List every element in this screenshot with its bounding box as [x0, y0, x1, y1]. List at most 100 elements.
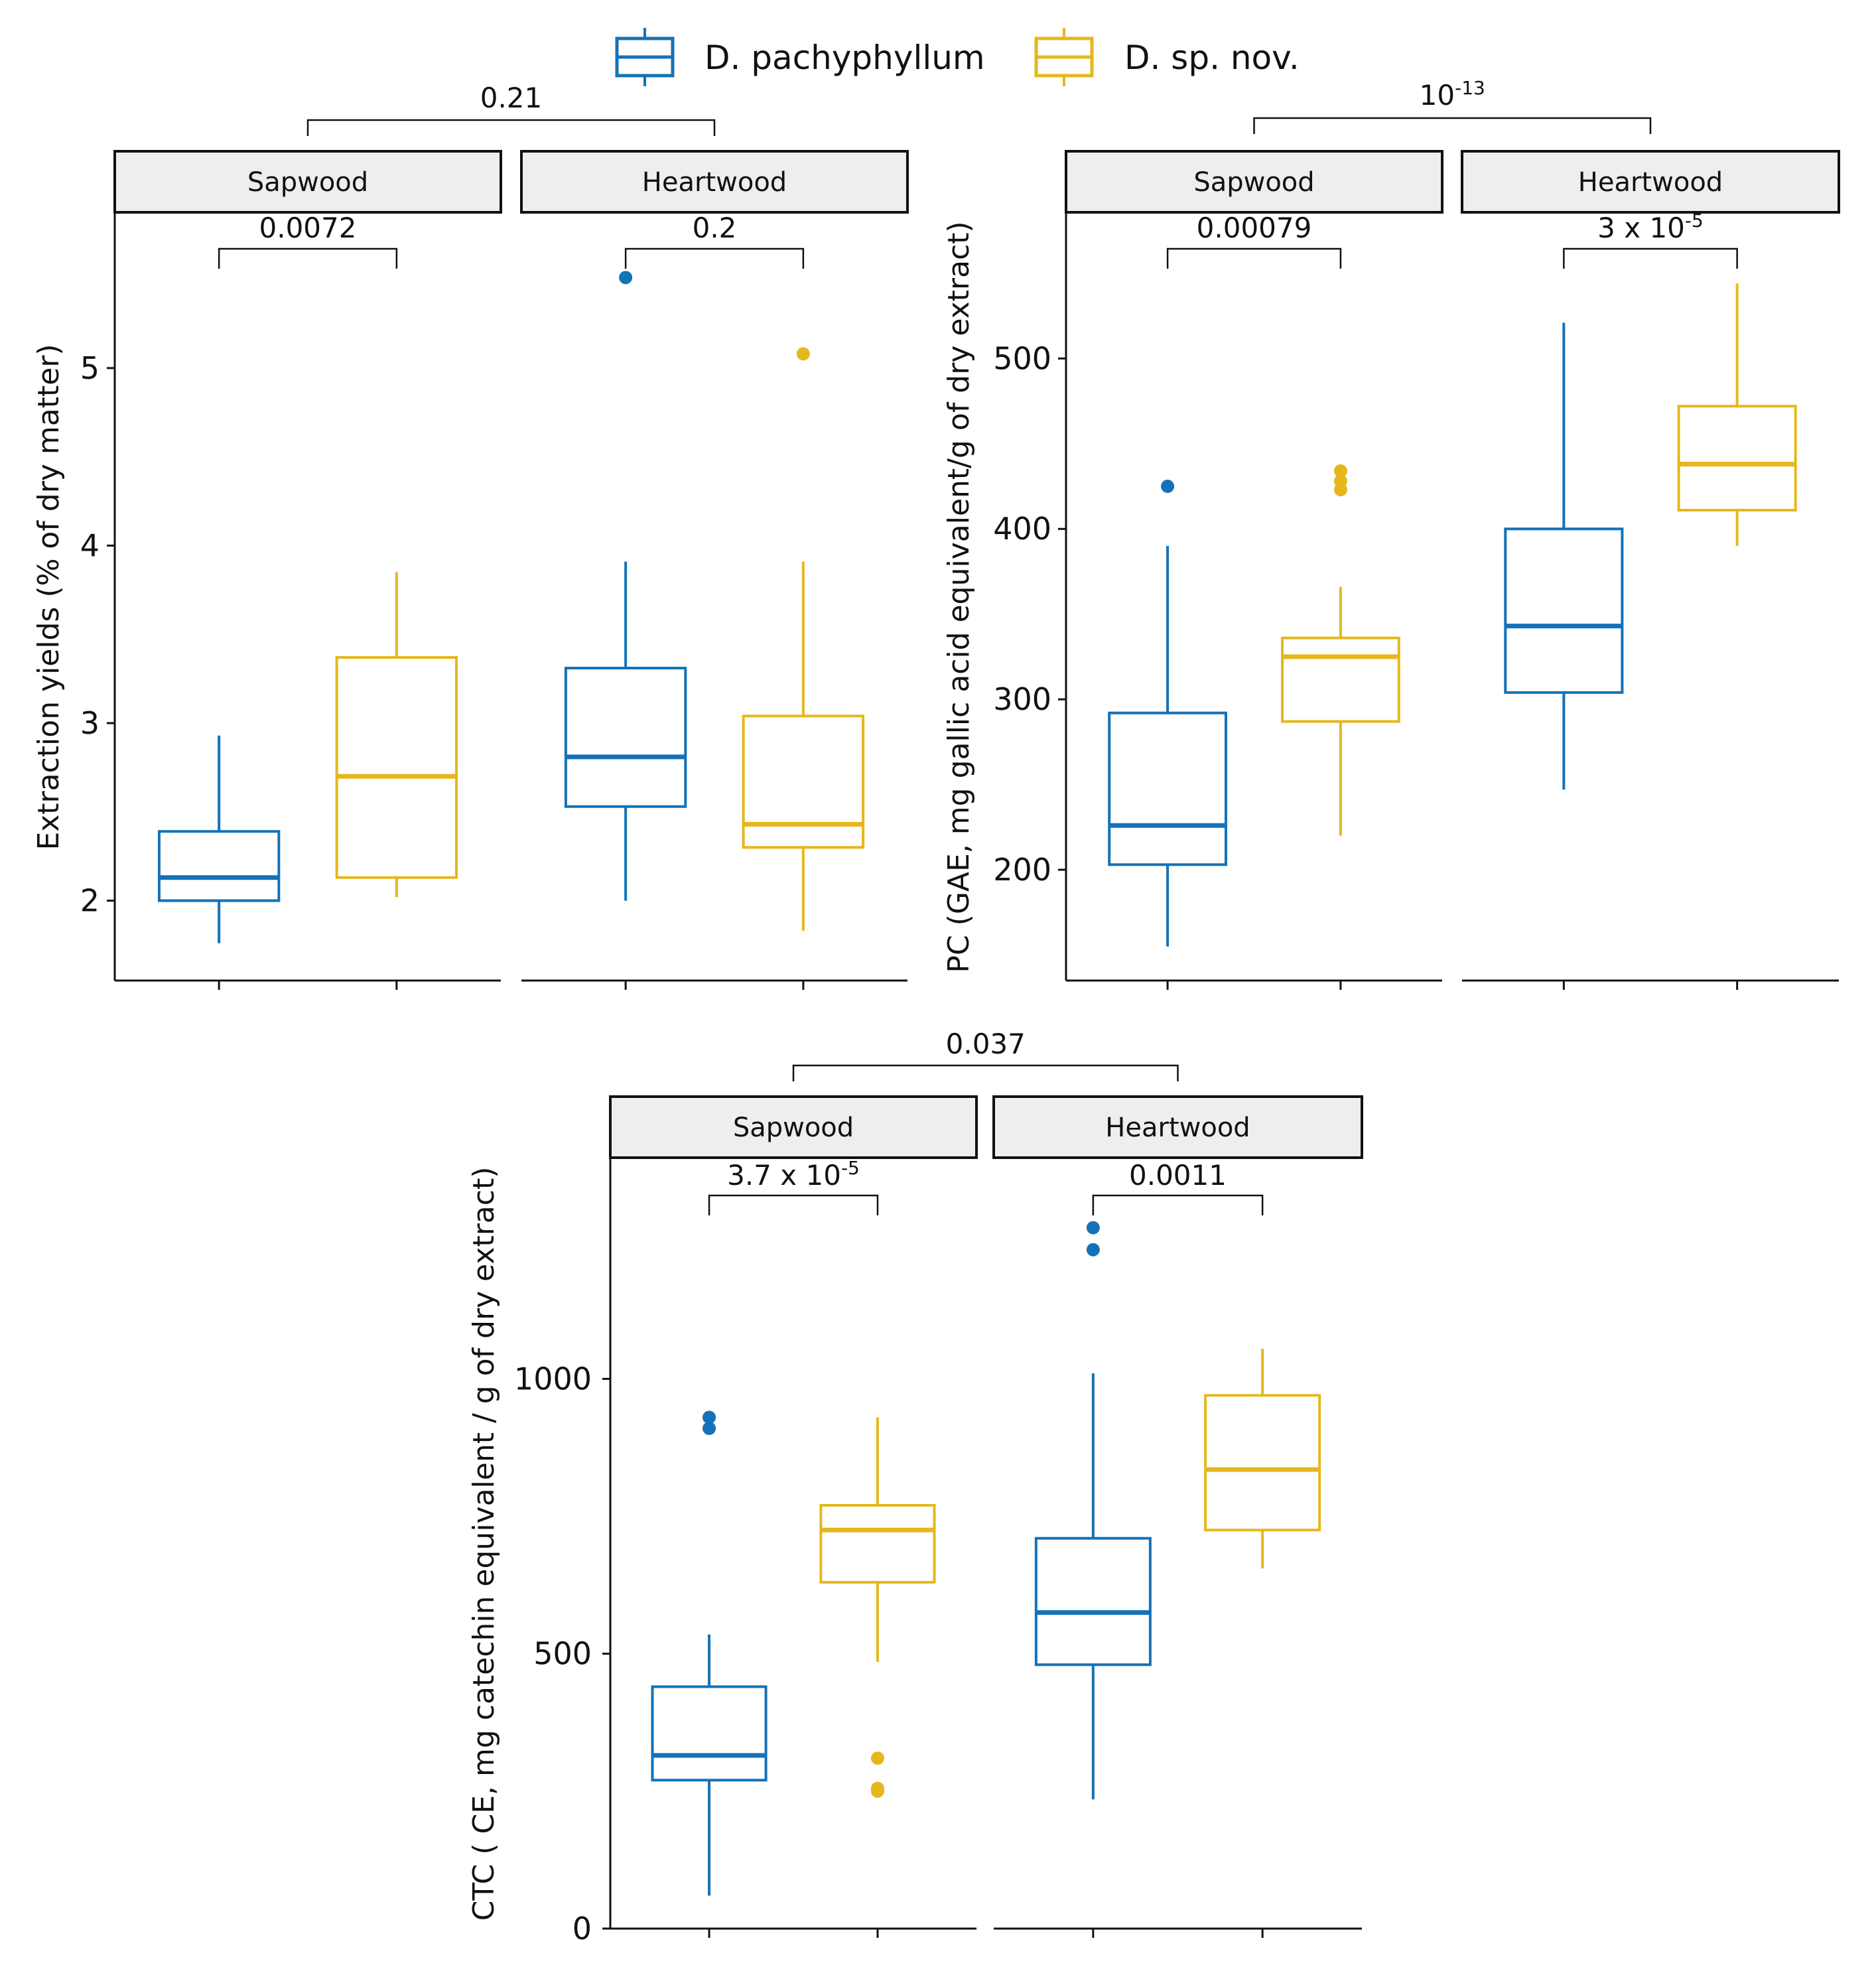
facet-sapwood: Sapwood 3.7 x 10-5: [609, 1095, 978, 1938]
iqr-box: [1108, 711, 1227, 866]
y-tick-label: 400: [993, 511, 1051, 547]
iqr-box: [819, 1504, 936, 1584]
pairwise-pvalue-sup: -5: [1685, 210, 1704, 232]
outlier-point: [619, 271, 633, 285]
facet-comparison-bracket: [792, 1064, 1179, 1081]
y-tick-label: 500: [993, 340, 1051, 376]
panels: Extraction yields (% of dry matter)23450…: [32, 77, 1840, 1946]
pairwise-pvalue-base: 0.2: [693, 212, 737, 244]
legend-key-0: [615, 28, 675, 86]
box-sp-nov: [742, 347, 865, 990]
pairwise-pvalue: 0.2: [693, 212, 737, 244]
y-tick-label: 5: [80, 350, 100, 386]
pairwise-bracket: [708, 1194, 879, 1215]
y-tick-label: 3: [80, 705, 100, 741]
y-tick-label: 500: [533, 1636, 592, 1672]
pairwise-pvalue: 3.7 x 10-5: [727, 1157, 860, 1192]
facet-strip: [992, 1095, 1363, 1159]
pairwise-pvalue: 0.0011: [1129, 1159, 1227, 1192]
outlier-point: [703, 1410, 716, 1424]
y-axis-label: CTC ( CE, mg catechin equivalent / g of …: [467, 1167, 501, 1921]
pairwise-bracket: [1092, 1194, 1264, 1215]
pairwise-bracket: [1563, 247, 1738, 269]
pairwise-pvalue-sup: -5: [841, 1157, 860, 1179]
facet-comparison-pvalue-base: 10: [1420, 79, 1455, 111]
iqr-box: [564, 667, 687, 808]
y-tick-label: 2: [80, 883, 100, 919]
pairwise-pvalue: 0.00079: [1197, 212, 1312, 244]
pairwise-pvalue: 0.0072: [259, 212, 357, 244]
box-sp-nov: [819, 1417, 936, 1938]
iqr-box: [742, 715, 865, 849]
panel-tannins: CTC ( CE, mg catechin equivalent / g of …: [467, 1028, 1363, 1946]
iqr-box: [1281, 636, 1400, 723]
legend: D. pachyphyllum D. sp. nov.: [615, 28, 1300, 86]
pairwise-pvalue: 3 x 10-5: [1597, 210, 1704, 244]
box-sp-nov: [1677, 283, 1797, 990]
facet-strip: [1461, 150, 1840, 214]
y-tick-label: 0: [572, 1911, 592, 1946]
facet-comparison-pvalue: 0.21: [480, 82, 543, 114]
legend-label-1: D. sp. nov.: [1124, 38, 1300, 77]
box-pachyphyllum: [1108, 480, 1227, 990]
box-pachyphyllum: [157, 735, 281, 990]
iqr-box: [1034, 1536, 1152, 1667]
facet-strip: [113, 150, 502, 214]
outlier-point: [1161, 480, 1175, 494]
y-tick-label: 1000: [514, 1361, 592, 1397]
box-sp-nov: [335, 572, 458, 990]
facet-strip: [609, 1095, 978, 1159]
outlier-point: [1086, 1243, 1100, 1257]
facet-strip-label: Sapwood: [733, 1113, 854, 1143]
pairwise-pvalue-base: 3 x 10: [1597, 212, 1685, 244]
facet-sapwood: Sapwood 0.00079: [1065, 150, 1443, 990]
outlier-point: [1333, 464, 1347, 478]
facet-comparison-pvalue-base: 0.21: [480, 82, 543, 114]
panel-phenolic: PC (GAE, mg gallic acid equivalent/g of …: [942, 77, 1840, 990]
y-axis-label: Extraction yields (% of dry matter): [32, 344, 66, 850]
outlier-point: [796, 347, 810, 361]
box-sp-nov: [1281, 464, 1400, 990]
legend-label-0: D. pachyphyllum: [704, 38, 985, 77]
iqr-box: [1204, 1394, 1321, 1532]
pairwise-pvalue-base: 0.0072: [259, 212, 357, 244]
facet-comparison-pvalue-sup: -13: [1455, 77, 1485, 99]
facet-sapwood: Sapwood 0.0072: [113, 150, 502, 990]
facet-strip: [1065, 150, 1443, 214]
box-pachyphyllum: [1504, 322, 1624, 990]
y-axis-label: PC (GAE, mg gallic acid equivalent/g of …: [942, 221, 976, 973]
facet-strip-label: Heartwood: [1105, 1113, 1250, 1143]
iqr-box: [1677, 405, 1797, 511]
pairwise-bracket: [218, 247, 398, 269]
box-pachyphyllum: [651, 1410, 768, 1938]
facet-heartwood: Heartwood 0.0011: [992, 1095, 1363, 1938]
y-tick-label: 300: [993, 681, 1051, 717]
facet-heartwood: Heartwood 0.2: [520, 150, 909, 990]
outlier-point: [870, 1781, 884, 1795]
panel-extraction: Extraction yields (% of dry matter) 2 3 4 5 0…: [32, 82, 909, 990]
facet-strip-label: Sapwood: [1193, 167, 1314, 198]
iqr-box: [651, 1685, 768, 1782]
facet-comparison-pvalue: 0.037: [946, 1028, 1026, 1060]
pairwise-bracket: [1166, 247, 1342, 269]
y-tick-label: 200: [993, 852, 1051, 888]
iqr-box: [1504, 527, 1624, 694]
outlier-point: [1086, 1221, 1100, 1235]
facet-strip: [520, 150, 909, 214]
iqr-box: [335, 655, 458, 879]
pairwise-pvalue-base: 0.00079: [1197, 212, 1312, 244]
pairwise-pvalue-base: 0.0011: [1129, 1159, 1227, 1192]
outlier-point: [870, 1751, 884, 1765]
facet-strip-label: Heartwood: [642, 167, 787, 198]
outlier-point: [703, 1422, 716, 1435]
iqr-box: [157, 830, 281, 902]
facet-strip-label: Sapwood: [247, 167, 368, 198]
outlier-point: [1333, 474, 1347, 488]
facet-comparison-bracket: [306, 119, 716, 136]
facet-comparison-pvalue-base: 0.037: [946, 1028, 1026, 1060]
box-sp-nov: [1204, 1348, 1321, 1938]
box-pachyphyllum: [564, 271, 687, 990]
facet-strip-label: Heartwood: [1578, 167, 1723, 198]
pairwise-bracket: [624, 247, 805, 269]
